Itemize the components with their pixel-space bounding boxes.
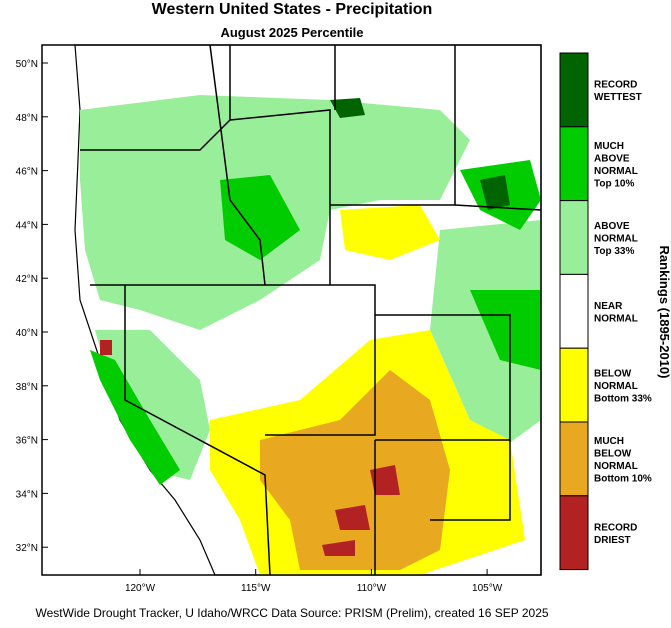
much-above-region bbox=[220, 175, 300, 260]
legend-label: NORMAL bbox=[594, 166, 638, 177]
record-dry-region bbox=[335, 505, 370, 530]
much-above-region bbox=[470, 290, 541, 370]
lat-label: 36°N bbox=[16, 436, 38, 447]
legend-label: DRIEST bbox=[594, 535, 631, 546]
legend-label: NORMAL bbox=[594, 381, 638, 392]
legend-label: NORMAL bbox=[594, 234, 638, 245]
lat-label: 40°N bbox=[16, 328, 38, 339]
legend-label: Bottom 10% bbox=[594, 474, 652, 485]
legend-swatch bbox=[559, 495, 589, 571]
record-dry-region bbox=[100, 340, 112, 355]
map-frame bbox=[41, 44, 542, 576]
legend-label: Bottom 33% bbox=[594, 394, 652, 405]
legend-label: ABOVE bbox=[594, 221, 630, 232]
legend-label: Top 33% bbox=[594, 246, 634, 257]
legend-title: Rankings (1895-2010) bbox=[657, 246, 671, 379]
lat-label: 44°N bbox=[16, 220, 38, 231]
legend-label: NEAR bbox=[594, 301, 623, 312]
legend-swatch bbox=[559, 200, 589, 275]
legend-label: MUCH bbox=[594, 436, 624, 447]
legend-swatch bbox=[559, 126, 589, 202]
legend-label: RECORD bbox=[594, 80, 637, 91]
legend-label: Top 10% bbox=[594, 178, 634, 189]
legend-swatch bbox=[559, 52, 589, 128]
title: Western United States - Precipitation bbox=[152, 1, 433, 18]
axes: 50°N 48°N 46°N 44°N 42°N 40°N 38°N 36°N 34°N 32°N… bbox=[16, 59, 503, 594]
lat-label: 34°N bbox=[16, 489, 38, 500]
much-below-region bbox=[260, 370, 450, 570]
legend-swatch bbox=[559, 273, 589, 349]
legend-swatch bbox=[559, 347, 589, 423]
record-dry-region bbox=[322, 540, 355, 556]
state-borders bbox=[80, 44, 542, 576]
record-wet-region bbox=[480, 175, 510, 210]
lat-label: 38°N bbox=[16, 382, 38, 393]
legend-label: MUCH bbox=[594, 141, 624, 152]
below-normal-region bbox=[340, 205, 440, 260]
record-wet-region bbox=[330, 98, 365, 118]
lat-label: 32°N bbox=[16, 543, 38, 554]
legend-label: NORMAL bbox=[594, 461, 638, 472]
lat-label: 50°N bbox=[16, 59, 38, 70]
lon-label: 120°W bbox=[125, 583, 156, 594]
legend-label: RECORD bbox=[594, 522, 637, 533]
record-dry-region bbox=[370, 465, 400, 495]
much-above-region bbox=[90, 350, 180, 485]
lon-label: 115°W bbox=[241, 583, 271, 594]
map-area bbox=[41, 44, 542, 576]
legend-swatch bbox=[559, 421, 589, 497]
lat-label: 42°N bbox=[16, 274, 38, 285]
legend-label: NORMAL bbox=[594, 314, 638, 325]
legend-label: ABOVE bbox=[594, 153, 630, 164]
lat-label: 46°N bbox=[16, 167, 38, 178]
footer: WestWide Drought Tracker, U Idaho/WRCC D… bbox=[35, 606, 548, 620]
legend-label: BELOW bbox=[594, 449, 632, 460]
lon-label: 105°W bbox=[472, 583, 503, 594]
subtitle: August 2025 Percentile bbox=[220, 25, 363, 40]
above-normal-region bbox=[95, 330, 210, 480]
lon-label: 110°W bbox=[357, 583, 387, 594]
legend-label: WETTEST bbox=[594, 92, 642, 103]
above-normal-region bbox=[430, 220, 541, 450]
legend-label: BELOW bbox=[594, 369, 632, 380]
lat-label: 48°N bbox=[16, 113, 38, 124]
